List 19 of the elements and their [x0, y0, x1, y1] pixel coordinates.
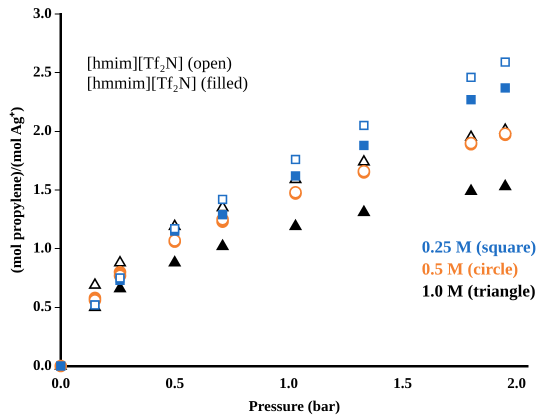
y-tick-label: 2.0 [33, 123, 52, 140]
y-axis-title: (mol propylene)/(mol Ag⁺) [8, 106, 25, 274]
annotation: 1.0 M (triangle) [422, 281, 536, 300]
annotation: 0.25 M (square) [422, 237, 536, 256]
y-tick-label: 3.0 [33, 6, 52, 22]
y-tick-label: 0.0 [33, 358, 52, 374]
annotation: 0.5 M (circle) [422, 259, 518, 278]
x-tick-label: 0.5 [165, 376, 184, 392]
x-tick-label: 0.0 [51, 376, 70, 392]
y-tick-label: 0.5 [33, 299, 52, 316]
annotation: [hmim][Tf₂N] (open) [86, 53, 232, 72]
annotation: [hmmim][Tf₂N] (filled) [86, 73, 248, 92]
x-tick-label: 1.5 [393, 376, 412, 392]
y-tick-label: 1.0 [33, 240, 52, 257]
x-tick-label: 2.0 [507, 376, 526, 392]
y-tick-label: 2.5 [33, 64, 52, 81]
x-tick-label: 1.0 [279, 376, 298, 392]
x-axis-title: Pressure (bar) [248, 398, 340, 415]
y-tick-label: 1.5 [33, 182, 52, 198]
